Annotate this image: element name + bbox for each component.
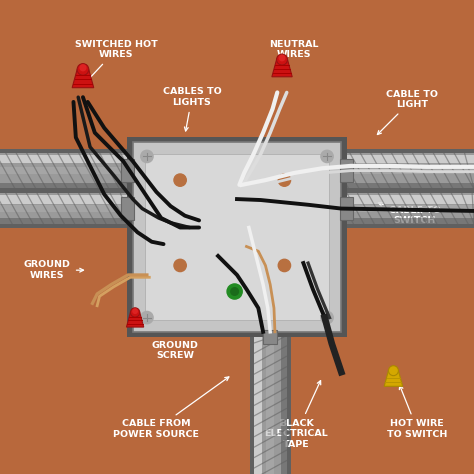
Text: GROUND
SCREW: GROUND SCREW xyxy=(152,306,218,360)
Circle shape xyxy=(231,288,238,295)
Bar xyxy=(0,218,133,224)
Circle shape xyxy=(141,311,153,324)
Polygon shape xyxy=(272,60,292,77)
Polygon shape xyxy=(127,312,144,327)
Bar xyxy=(341,205,474,212)
Bar xyxy=(341,195,474,204)
Bar xyxy=(263,330,277,344)
Bar xyxy=(266,332,274,474)
Circle shape xyxy=(278,174,291,186)
Circle shape xyxy=(321,150,333,163)
Bar xyxy=(0,149,474,192)
Bar xyxy=(254,332,262,474)
Bar xyxy=(145,154,329,320)
Circle shape xyxy=(276,54,288,65)
Circle shape xyxy=(279,55,285,62)
Polygon shape xyxy=(72,70,94,88)
Text: HOT WIRE
TO SWITCH: HOT WIRE TO SWITCH xyxy=(387,385,447,438)
Bar xyxy=(250,332,291,474)
Bar xyxy=(254,332,287,474)
Circle shape xyxy=(141,150,153,163)
Bar xyxy=(0,182,474,188)
Bar xyxy=(0,190,133,228)
Bar xyxy=(127,137,347,337)
Circle shape xyxy=(388,366,398,375)
Circle shape xyxy=(130,308,140,317)
Text: SWITCHED HOT
WIRES: SWITCHED HOT WIRES xyxy=(75,40,157,82)
Bar xyxy=(121,159,134,182)
Circle shape xyxy=(174,259,186,272)
Text: CABLE FROM
POWER SOURCE: CABLE FROM POWER SOURCE xyxy=(113,377,229,438)
Bar xyxy=(340,159,353,182)
Bar xyxy=(0,167,474,174)
Circle shape xyxy=(321,311,333,324)
Circle shape xyxy=(77,64,89,75)
Bar xyxy=(340,197,353,220)
Bar xyxy=(281,332,287,474)
Bar xyxy=(133,142,341,332)
Bar xyxy=(0,195,133,204)
Bar xyxy=(341,190,474,228)
Text: GROUND
WIRES: GROUND WIRES xyxy=(24,261,83,280)
Circle shape xyxy=(174,174,186,186)
Text: CABLE TO
SWITCH: CABLE TO SWITCH xyxy=(378,202,441,225)
Circle shape xyxy=(132,308,138,314)
Text: CABLE TO
LIGHT: CABLE TO LIGHT xyxy=(377,90,438,135)
Text: NEUTRAL
WIRES: NEUTRAL WIRES xyxy=(269,40,319,74)
Circle shape xyxy=(227,284,242,299)
Circle shape xyxy=(79,64,87,72)
Bar xyxy=(341,193,474,224)
Text: CABLES TO
LIGHTS: CABLES TO LIGHTS xyxy=(163,88,221,131)
Bar xyxy=(341,218,474,224)
Bar xyxy=(0,193,133,224)
Bar xyxy=(0,155,474,163)
Polygon shape xyxy=(384,371,402,386)
Bar xyxy=(0,205,133,212)
Text: BLACK
ELECTRICAL
TAPE: BLACK ELECTRICAL TAPE xyxy=(264,381,328,448)
Bar xyxy=(0,153,474,188)
Bar xyxy=(121,197,134,220)
Circle shape xyxy=(278,259,291,272)
